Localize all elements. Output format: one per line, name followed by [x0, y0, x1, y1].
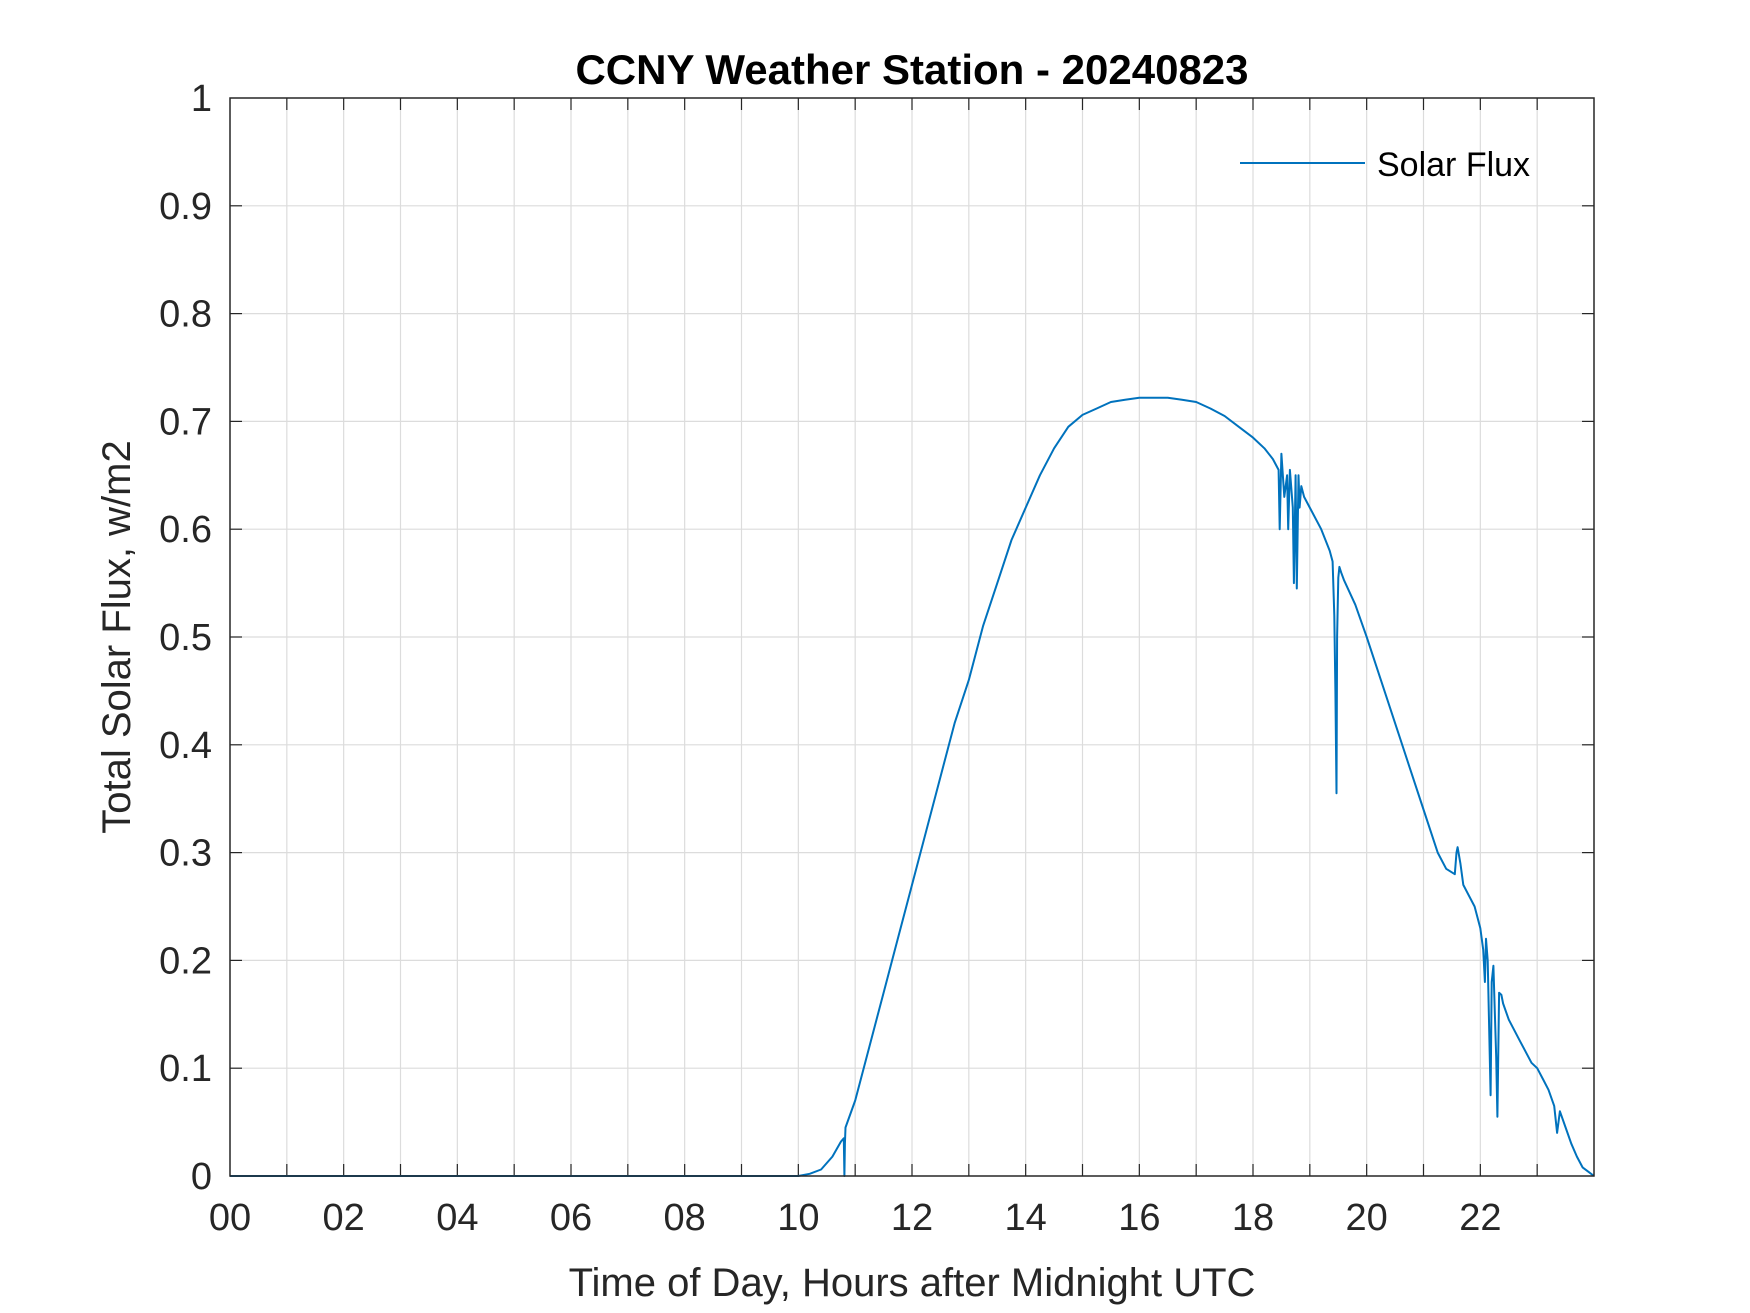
x-tick-label: 02 — [323, 1197, 365, 1239]
y-tick-label: 0.8 — [159, 294, 212, 336]
series-line-solar-flux — [230, 396, 1595, 1177]
x-axis-label: Time of Day, Hours after Midnight UTC — [569, 1261, 1256, 1305]
x-tick-label: 04 — [436, 1197, 478, 1239]
grid-lines — [230, 98, 1594, 1176]
y-tick-label: 0.5 — [159, 617, 212, 659]
y-tick-label: 0.6 — [159, 509, 212, 551]
x-tick-label: 00 — [209, 1197, 251, 1239]
y-tick-label: 0.1 — [159, 1048, 212, 1090]
x-tick-labels: 00 02 04 06 08 10 12 14 16 18 20 22 — [209, 1197, 1502, 1239]
y-tick-label: 0.7 — [159, 401, 212, 443]
legend-label-solar-flux: Solar Flux — [1377, 146, 1530, 184]
y-tick-label: 0 — [191, 1156, 212, 1198]
x-tick-label: 12 — [891, 1197, 933, 1239]
x-tick-label: 20 — [1346, 1197, 1388, 1239]
y-axis-label: Total Solar Flux, w/m2 — [95, 440, 139, 833]
chart-title: CCNY Weather Station - 20240823 — [575, 46, 1248, 93]
y-tick-label: 0.2 — [159, 940, 212, 982]
y-tick-label: 0.9 — [159, 186, 212, 228]
x-tick-label: 10 — [777, 1197, 819, 1239]
legend: Solar Flux — [1240, 146, 1530, 184]
x-tick-label: 16 — [1118, 1197, 1160, 1239]
y-tick-labels: 0 0.1 0.2 0.3 0.4 0.5 0.6 0.7 0.8 0.9 1 — [159, 78, 212, 1198]
axes-box — [229, 97, 1595, 1177]
y-tick-label: 0.4 — [159, 725, 212, 767]
series-layer — [230, 396, 1595, 1177]
y-tick-label: 0.3 — [159, 833, 212, 875]
y-tick-label: 1 — [191, 78, 212, 120]
x-tick-label: 14 — [1005, 1197, 1047, 1239]
x-tick-label: 18 — [1232, 1197, 1274, 1239]
x-tick-label: 22 — [1459, 1197, 1501, 1239]
x-tick-label: 06 — [550, 1197, 592, 1239]
axis-ticks — [230, 98, 1594, 1176]
x-tick-label: 08 — [664, 1197, 706, 1239]
